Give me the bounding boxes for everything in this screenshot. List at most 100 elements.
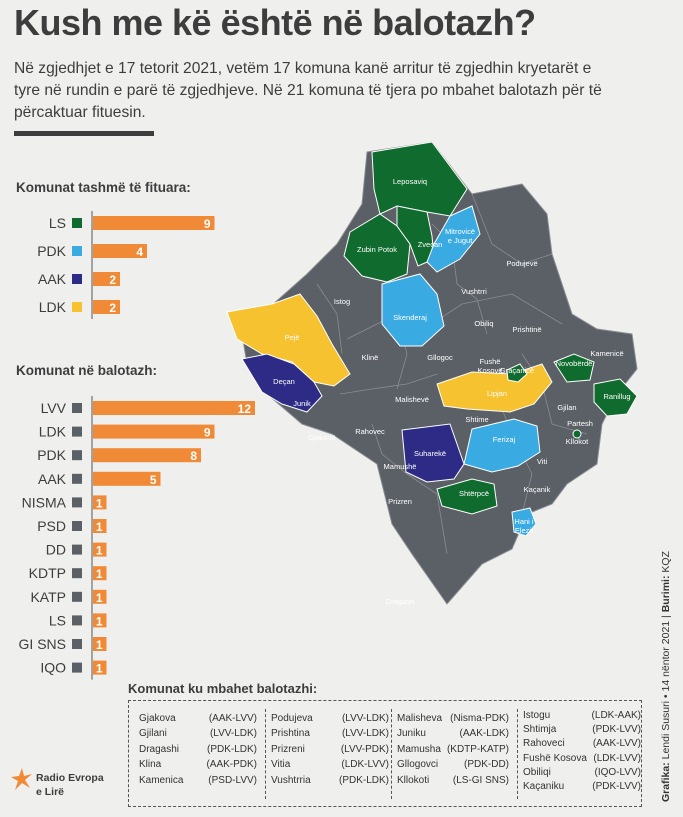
legend-parties: (PDK-LDK) — [206, 743, 257, 755]
map-label: Zubin Potok — [357, 245, 397, 254]
region-graçanice — [506, 363, 528, 383]
legend-entry: Dragashi (PDK-LDK) — [139, 742, 257, 757]
legend-municipality: Gllogovci — [397, 759, 439, 771]
won-category-label: LS — [49, 215, 66, 231]
runoff-value-label: 1 — [96, 662, 103, 676]
map-label: Kaçanik — [524, 485, 551, 494]
runoff-legend-square — [72, 615, 82, 626]
legend-municipality: Obiliqi — [523, 766, 551, 778]
region-hani-elezit — [511, 507, 537, 537]
legend-entry: Shtimja (PDK-LVV) — [523, 723, 641, 737]
runoff-bar — [93, 637, 107, 651]
map-label: Graçanicë — [500, 366, 534, 375]
legend-parties: (LS-GI SNS) — [452, 774, 509, 786]
legend-column-4: Istogu (LDK-AAK) Shtimja (PDK-LVV) Rahoveci (… — [523, 709, 641, 794]
map-label: Shtërpcë — [459, 489, 489, 498]
intro-divider — [14, 131, 154, 136]
runoff-bar — [93, 542, 107, 557]
runoff-bar — [93, 613, 107, 628]
map-label: Leposaviq — [393, 177, 427, 186]
legend-parties: (LVV-LDK) — [341, 728, 389, 740]
rel-logo-icon — [11, 768, 32, 790]
legend-entry: Prishtina (LVV-LDK) — [271, 726, 389, 741]
legend-parties: (LVV-PDK) — [340, 743, 389, 755]
map-label: Obiliq — [474, 319, 493, 328]
legend-divider — [265, 709, 266, 799]
legend-column-2: Podujeva (LVV-LDK) Prishtina (LVV-LDK) Prizr… — [271, 711, 389, 788]
legend-municipality: Kamenica — [139, 774, 184, 786]
won-value-label: 9 — [204, 217, 211, 231]
legend-entry: Podujeva (LVV-LDK) — [271, 711, 389, 726]
region-ranillug — [593, 378, 638, 417]
map-label: Prizren — [388, 497, 412, 506]
legend-entry: Gjilani (LVV-LDK) — [139, 726, 257, 741]
legend-entry: Vitia (LDK-LVV) — [271, 757, 389, 772]
legend-municipality: Rahoveci — [523, 738, 565, 750]
legend-entry: Fushë Kosova (LDK-LVV) — [523, 752, 641, 766]
legend-municipality: Klina — [139, 759, 162, 771]
map-label: Dragash — [386, 597, 414, 606]
won-bar — [93, 272, 120, 286]
region-zvecan — [396, 205, 435, 267]
won-bar — [93, 300, 120, 314]
map-label: Deçan — [273, 377, 295, 386]
page-title: Kush me kë është në balotazh? — [14, 2, 536, 43]
runoff-legend-square — [72, 521, 82, 531]
legend-entry: Obiliqi (IQO-LVV) — [523, 766, 641, 780]
region-suhareke — [401, 423, 465, 483]
logo-line-2: e Lirë — [36, 786, 65, 798]
runoff-bar — [93, 495, 107, 510]
map-label: Hani i Elezit — [514, 517, 534, 535]
won-chart-title: Komunat tashmë të fituara: — [16, 180, 191, 195]
legend-municipality: Gjakova — [139, 713, 176, 724]
runoff-bar — [93, 566, 107, 581]
map-label: Malishevë — [395, 395, 429, 404]
won-legend-square — [72, 246, 82, 256]
runoff-value-label: 8 — [190, 449, 197, 463]
credit-separator: | — [660, 612, 672, 618]
legend-parties: (PDK-LDK) — [338, 774, 389, 786]
legend-municipality: Istogu — [523, 710, 551, 721]
region-decan — [241, 353, 323, 413]
legend-municipality: Dragashi — [139, 743, 180, 755]
legend-parties: (LVV-LDK) — [341, 713, 389, 724]
map-label: Mamushë — [384, 462, 417, 471]
legend-municipality: Fushë Kosova — [523, 752, 587, 764]
legend-parties: (AAK-PDK) — [206, 759, 257, 771]
legend-municipality: Mamusha — [397, 743, 441, 755]
map-label: Gjilan — [557, 403, 576, 412]
legend-municipality: Kaçaniku — [523, 781, 565, 793]
legend-entry: Kaçaniku (PDK-LVV) — [523, 780, 641, 794]
legend-parties: (PDK-DD) — [464, 759, 509, 771]
map-label: Prishtinë — [512, 325, 541, 334]
runoff-bar — [93, 471, 161, 486]
runoff-value-label: 1 — [96, 591, 103, 605]
runoff-value-label: 1 — [96, 496, 103, 510]
legend-entry: Kamenica (PSD-LVV) — [139, 773, 257, 788]
legend-parties: (PDK-LVV) — [592, 724, 641, 736]
legend-entry: Mamusha (KDTP-KATP) — [397, 742, 509, 757]
legend-title: Komunat ku mbahet balotazhi: — [128, 681, 318, 696]
runoff-category-label: PDK — [37, 447, 66, 463]
map-label: Ranillug — [603, 392, 630, 401]
map-label: Istog — [334, 297, 350, 306]
map-label: Junik — [293, 399, 311, 408]
won-category-label: AAK — [38, 271, 67, 287]
won-category-label: PDK — [37, 243, 66, 259]
legend-entry: Gllogovci (PDK-DD) — [397, 757, 509, 772]
runoff-category-label: AAK — [38, 471, 67, 487]
legend-parties: (KDTP-KATP) — [446, 743, 509, 755]
runoff-chart: LVV 12 LDK 9 PDK 8 AAK 5 NISMA 1 PSD 1 DD 1 KDTP 1 KATP 1… — [19, 396, 255, 680]
legend-divider — [517, 709, 518, 799]
legend-parties: (AAK-LVV) — [592, 738, 641, 750]
map-label: Kllokot — [566, 437, 589, 446]
legend-parties: (AAK-LDK) — [459, 728, 509, 740]
runoff-legend-square — [72, 568, 82, 579]
legend-municipality: Juniku — [397, 728, 426, 740]
runoff-legend-square — [72, 497, 82, 508]
map-label: Partesh — [567, 419, 593, 428]
runoff-legend-square — [72, 450, 82, 461]
runoff-category-label: LVV — [41, 400, 67, 416]
runoff-bar — [93, 660, 107, 675]
runoff-category-label: NISMA — [22, 494, 67, 510]
